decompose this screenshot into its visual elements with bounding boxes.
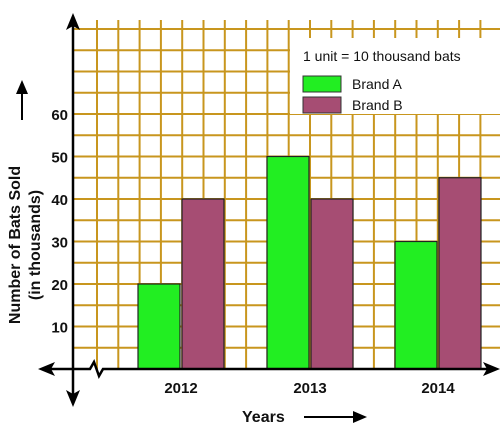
y-tick-label: 30 — [51, 235, 68, 252]
y-axis-up-arrow — [66, 13, 80, 30]
y-tick-label: 10 — [51, 320, 68, 337]
y-tick-labels: 10 20 30 40 50 60 — [51, 107, 68, 337]
x-tick-labels: 2012 2013 2014 — [164, 380, 455, 397]
x-axis-right-arrow — [483, 362, 500, 376]
bar-brand-a-2013 — [266, 155, 310, 370]
y-tick-label: 40 — [51, 192, 68, 209]
bar-brand-b-2013 — [310, 198, 354, 370]
axes — [38, 13, 500, 407]
x-tick-label: 2014 — [421, 380, 455, 397]
x-axis-title: Years — [242, 409, 367, 426]
x-tick-label: 2013 — [293, 380, 326, 397]
x-axis-label: Years — [242, 409, 285, 426]
y-axis-label: Number of Bats Sold — [7, 166, 24, 324]
x-axis-line — [45, 359, 492, 379]
bars — [137, 155, 482, 370]
bar-brand-b-2012 — [181, 198, 225, 370]
y-axis-title: Number of Bats Sold (in thousands) — [7, 80, 44, 324]
legend-swatch-brand-a — [302, 75, 342, 93]
x-axis-title-arrow-head — [353, 411, 367, 423]
x-axis-left-arrow — [38, 362, 55, 376]
y-tick-label: 50 — [51, 150, 68, 167]
legend-label-brand-a: Brand A — [352, 76, 402, 92]
legend: 1 unit = 10 thousand bats Brand A Brand … — [290, 38, 500, 114]
legend-note: 1 unit = 10 thousand bats — [303, 48, 461, 64]
legend-swatch-brand-b — [302, 96, 342, 114]
bar-brand-a-2012 — [137, 283, 181, 370]
y-axis-down-arrow — [66, 390, 80, 407]
y-axis-title-arrow-head — [16, 80, 28, 94]
y-axis-sublabel: (in thousands) — [27, 190, 44, 300]
y-tick-label: 20 — [51, 277, 68, 294]
bar-brand-a-2014 — [394, 240, 438, 370]
legend-label-brand-b: Brand B — [352, 97, 403, 113]
x-tick-label: 2012 — [164, 380, 197, 397]
y-tick-label: 60 — [51, 107, 68, 124]
bar-brand-b-2014 — [438, 177, 482, 370]
